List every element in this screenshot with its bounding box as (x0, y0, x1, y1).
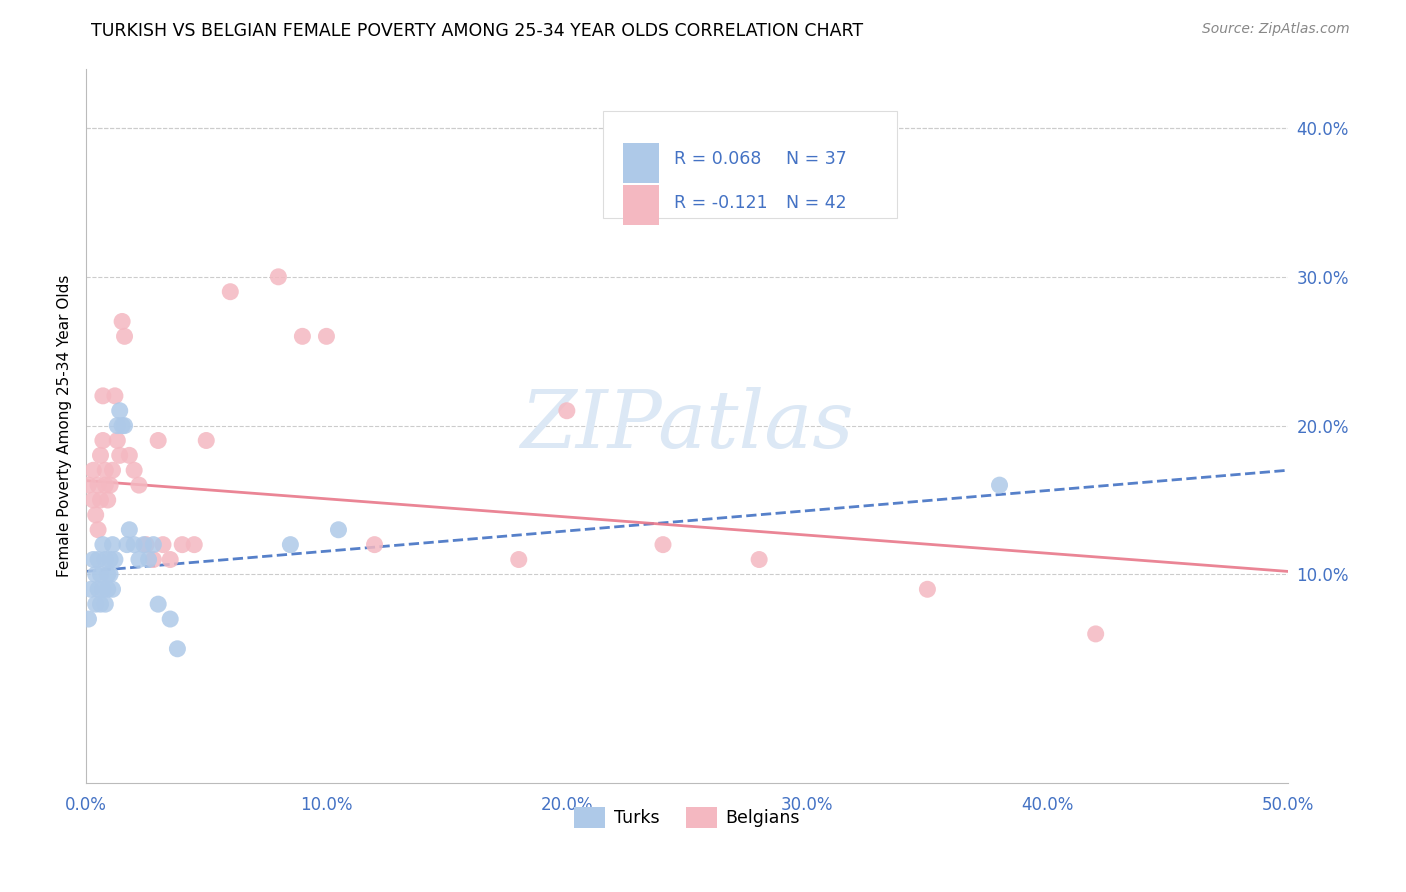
Point (183, 538, 205, 552)
Point (135, 538, 157, 552)
Point (142, 538, 165, 552)
FancyBboxPatch shape (603, 112, 897, 219)
Point (84, 597, 107, 611)
Point (219, 285, 242, 299)
Point (148, 434, 170, 448)
Point (988, 478, 1011, 492)
Point (1084, 627, 1107, 641)
Point (159, 612, 181, 626)
Point (97, 582, 120, 597)
Point (91, 538, 114, 552)
Point (555, 403, 578, 417)
Point (508, 552, 530, 566)
Legend: Turks, Belgians: Turks, Belgians (567, 799, 807, 835)
Point (87, 478, 110, 492)
Point (84, 508, 107, 522)
Point (94, 463, 117, 477)
Point (142, 552, 165, 566)
Point (315, 329, 337, 343)
Point (152, 538, 174, 552)
Point (128, 552, 150, 566)
Point (82, 493, 104, 508)
Point (114, 418, 136, 433)
Y-axis label: Female Poverty Among 25-34 Year Olds: Female Poverty Among 25-34 Year Olds (58, 275, 72, 577)
Point (101, 463, 124, 477)
Point (91, 389, 114, 403)
Point (94, 478, 117, 492)
Point (280, 538, 302, 552)
Point (82, 463, 104, 477)
Text: R = -0.121: R = -0.121 (673, 194, 768, 212)
Text: TURKISH VS BELGIAN FEMALE POVERTY AMONG 25-34 YEAR OLDS CORRELATION CHART: TURKISH VS BELGIAN FEMALE POVERTY AMONG … (91, 22, 863, 40)
Point (122, 538, 145, 552)
Point (652, 538, 675, 552)
Point (148, 597, 170, 611)
Point (267, 269, 290, 284)
Point (89, 493, 111, 508)
Point (111, 314, 134, 328)
Point (159, 552, 181, 566)
Text: R = 0.068: R = 0.068 (673, 150, 761, 168)
Point (97, 567, 120, 582)
Point (104, 552, 127, 566)
Point (94, 552, 117, 566)
Point (89, 597, 111, 611)
Point (917, 582, 939, 597)
Point (82, 552, 104, 566)
Point (128, 478, 150, 492)
Point (84, 567, 107, 582)
Point (98, 478, 121, 492)
Point (87, 582, 110, 597)
Point (172, 538, 194, 552)
Point (97, 493, 120, 508)
Point (91, 582, 114, 597)
Point (118, 523, 141, 537)
Point (108, 403, 131, 417)
Point (115, 538, 138, 552)
Point (104, 389, 127, 403)
Point (138, 552, 160, 566)
Point (101, 582, 124, 597)
Point (363, 538, 385, 552)
Point (77, 612, 100, 626)
Point (80, 582, 103, 597)
Text: Source: ZipAtlas.com: Source: ZipAtlas.com (1202, 22, 1350, 37)
Point (98, 552, 121, 566)
Text: ZIPatlas: ZIPatlas (520, 387, 853, 465)
Point (166, 641, 188, 656)
Point (114, 329, 136, 343)
Point (87, 552, 110, 566)
Point (91, 434, 114, 448)
Point (328, 523, 350, 537)
Point (87, 523, 110, 537)
Text: N = 37: N = 37 (786, 150, 846, 168)
Point (122, 463, 145, 477)
Point (195, 434, 218, 448)
Point (77, 478, 100, 492)
Point (101, 538, 124, 552)
FancyBboxPatch shape (623, 144, 659, 183)
Point (89, 567, 111, 582)
FancyBboxPatch shape (623, 186, 659, 225)
Point (108, 449, 131, 463)
Point (132, 538, 155, 552)
Point (748, 552, 770, 566)
Point (94, 597, 117, 611)
Text: N = 42: N = 42 (786, 194, 846, 212)
Point (89, 449, 111, 463)
Point (291, 329, 314, 343)
Point (105, 434, 128, 448)
Point (111, 418, 134, 433)
Point (98, 567, 121, 582)
Point (118, 449, 141, 463)
Point (105, 418, 128, 433)
